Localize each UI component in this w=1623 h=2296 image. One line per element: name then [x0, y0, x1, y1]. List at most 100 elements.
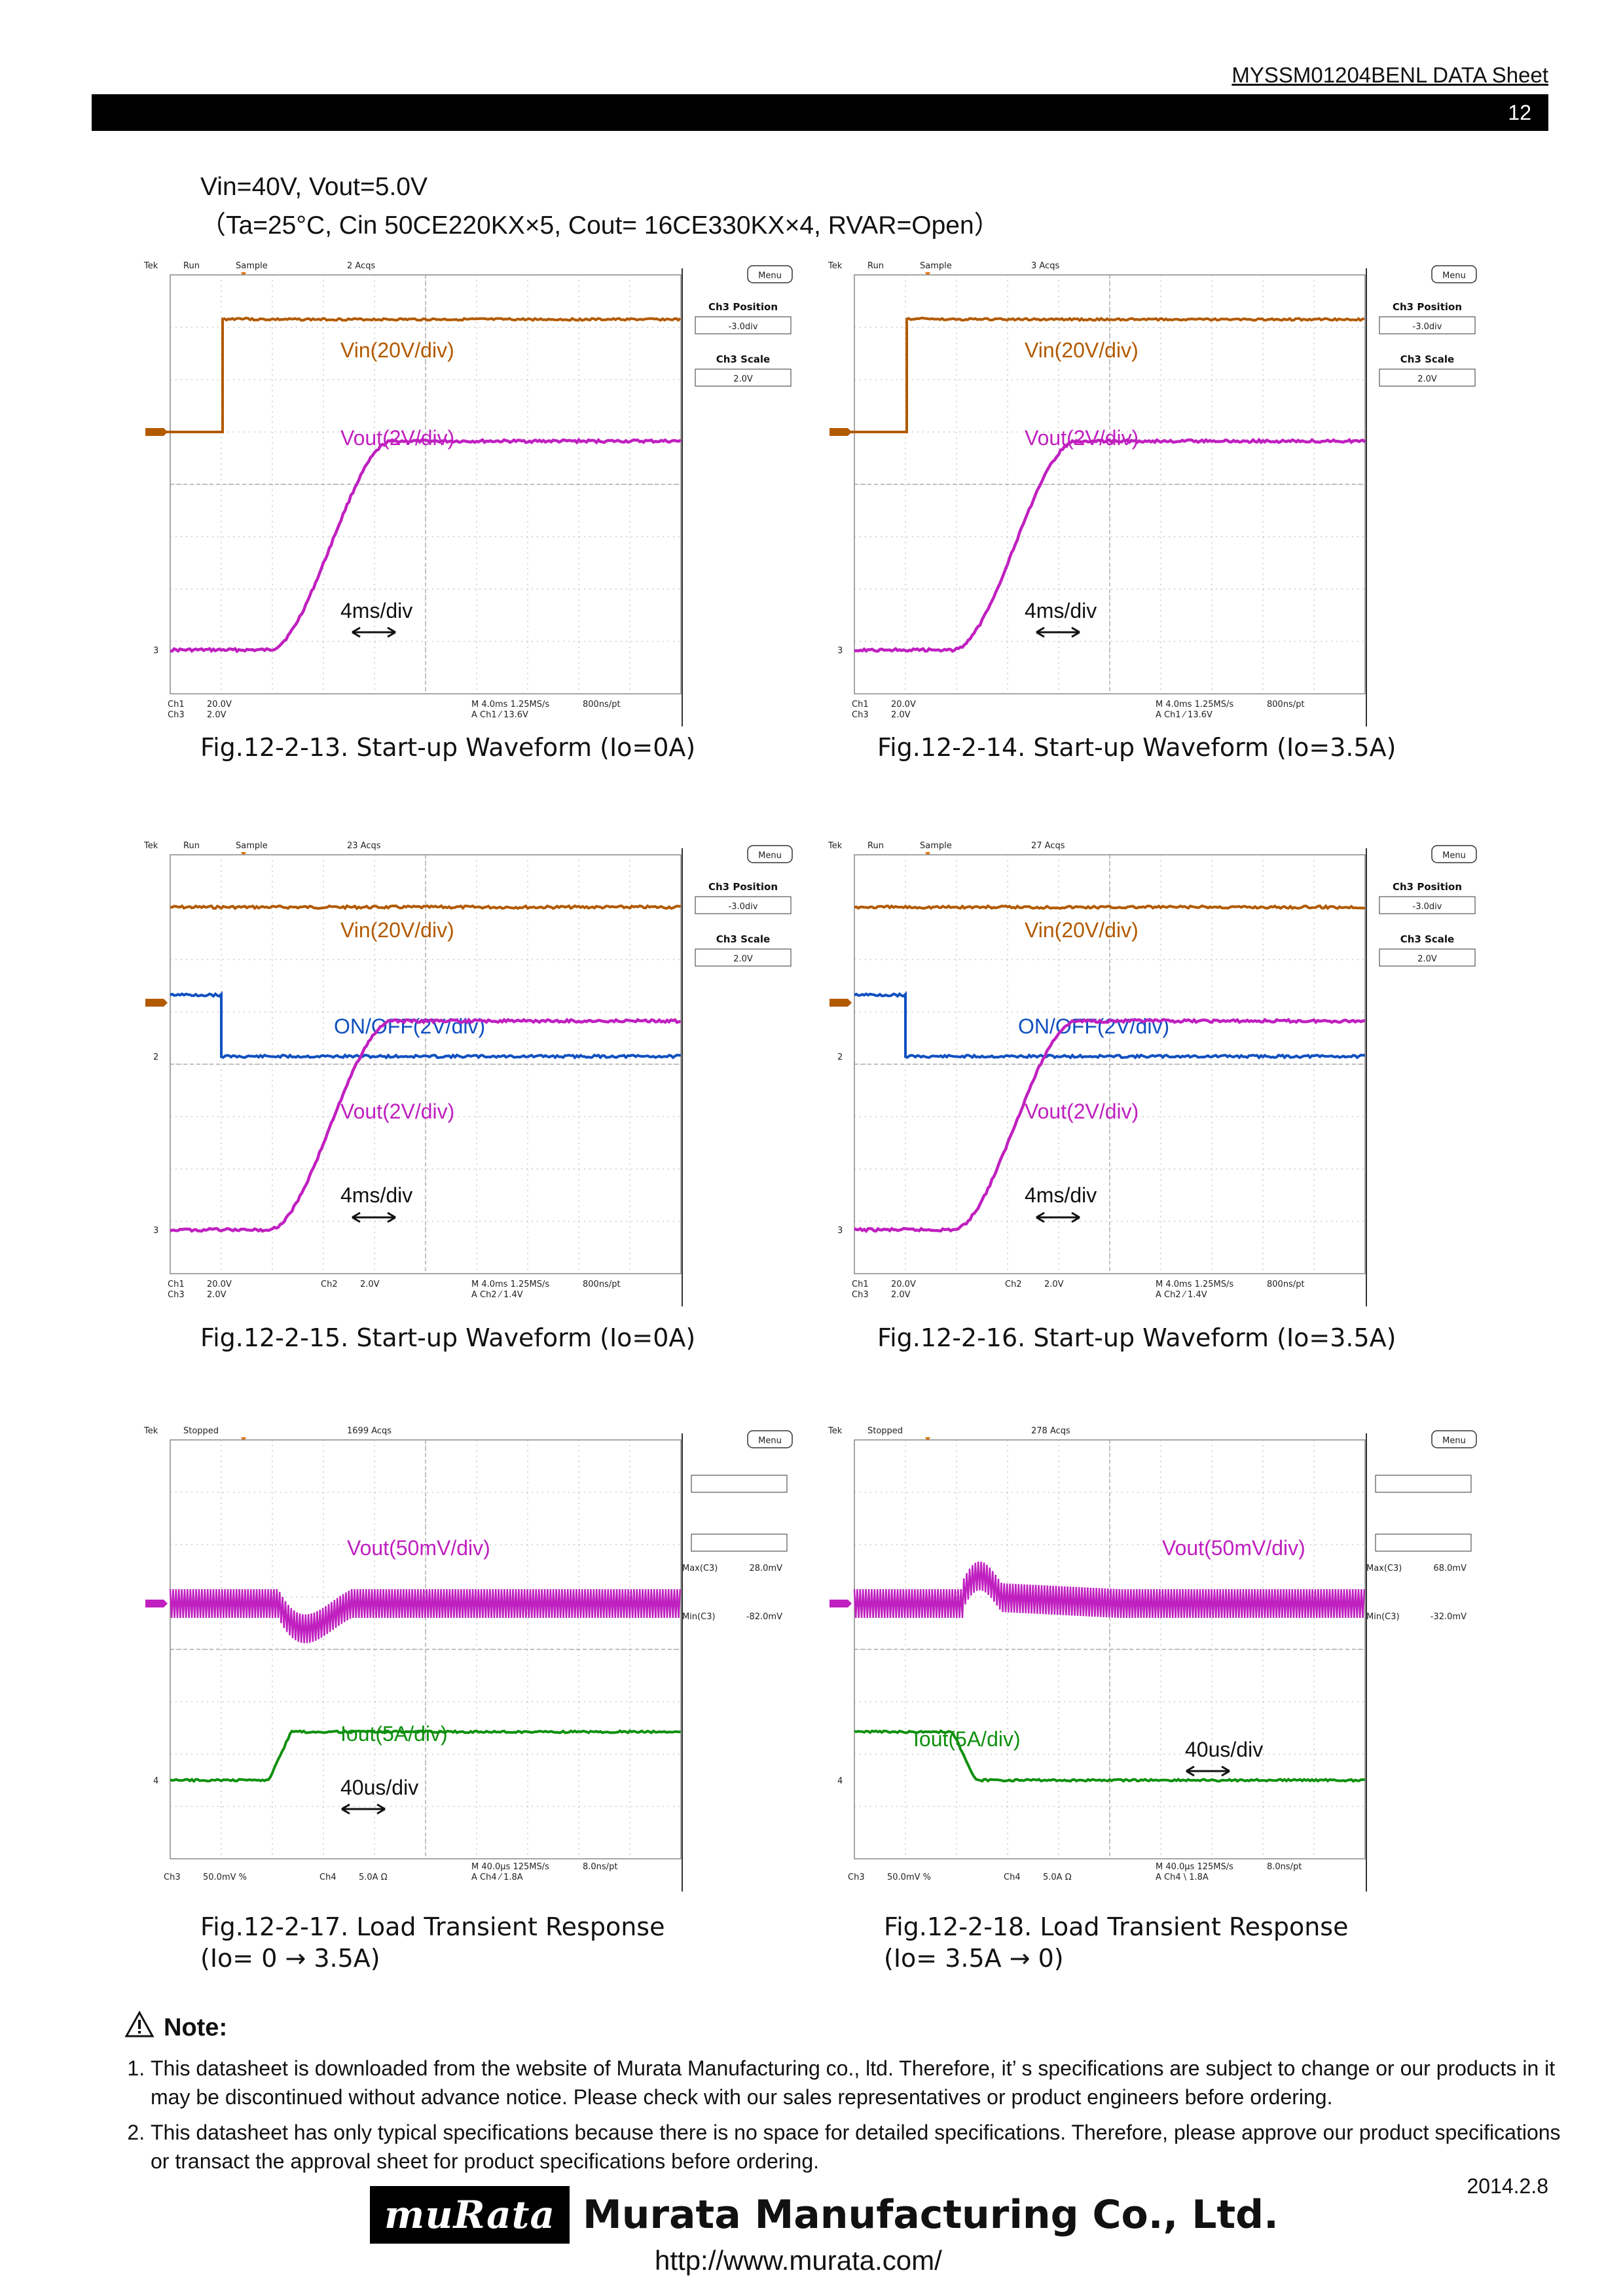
readout-ch4: Ch4 [319, 1873, 337, 1882]
vin-trace [170, 904, 682, 910]
vout-trace [169, 1017, 682, 1233]
ch3-position-label: Ch3 Position [708, 301, 778, 313]
readout-ch1: Ch1 [852, 1280, 869, 1289]
timebase-label: 40us/div [340, 1776, 418, 1799]
readout-rate: 800ns/pt [583, 1280, 621, 1289]
note-title: Note: [164, 2013, 228, 2041]
scope-acq-count: 27 Acqs [1031, 841, 1065, 851]
iout-label: Iout(5A/div) [913, 1727, 1021, 1751]
ch3-position-value: -3.0div [1413, 322, 1442, 332]
scope-acq-count: 2 Acqs [347, 261, 375, 271]
figure-caption: Fig.12-2-18. Load Transient Response [884, 1912, 1349, 1941]
figure-caption: Fig.12-2-14. Start-up Waveform (Io=3.5A) [877, 733, 1396, 762]
readout-ch1: Ch1 [168, 700, 185, 709]
conditions-line-1: Vin=40V, Vout=5.0V [200, 173, 428, 201]
scope-acq-count: 278 Acqs [1031, 1426, 1070, 1436]
ch2-ground-marker: 2 [153, 1052, 158, 1062]
vout-ripple-trace [169, 1588, 682, 1643]
readout-ch3-scale: 2.0V [207, 710, 227, 720]
scope-run-state: Run [183, 841, 200, 851]
readout-ch3: Ch3 [164, 1873, 181, 1882]
ch3-position-value: -3.0div [729, 902, 758, 912]
ch3-scale-value: 2.0V [733, 954, 753, 964]
max-value: 68.0mV [1433, 1564, 1467, 1573]
time-arrow-icon [1036, 1211, 1080, 1223]
readout-ch3-scale: 2.0V [891, 1290, 911, 1300]
menu-button-label: Menu [1442, 1436, 1466, 1446]
scope-acq-mode: Sample [920, 261, 952, 271]
menu-button [747, 845, 793, 863]
conditions-line-2: （Ta=25°C, Cin 50CE220KX×5, Cout= 16CE330… [200, 211, 1000, 240]
readout-ch3: Ch3 [852, 1290, 869, 1300]
ch3-position-box [1379, 316, 1476, 334]
ch3-ground-marker [145, 1600, 168, 1607]
readout-ch3: Ch3 [168, 710, 185, 720]
vout-label: Vout(2V/div) [1025, 1100, 1139, 1123]
min-value: -82.0mV [746, 1612, 782, 1622]
note-heading: Note: [124, 2010, 228, 2045]
max-label: Max(C3) [1366, 1564, 1402, 1573]
vout-label: Vout(2V/div) [340, 1100, 454, 1123]
timebase-label: 4ms/div [1025, 1183, 1097, 1207]
readout-ch3: Ch3 [852, 710, 869, 720]
note-list: This datasheet is downloaded from the we… [118, 2054, 1578, 2182]
readout-ch4-scale: 5.0A Ω [359, 1873, 388, 1882]
menu-button [1431, 1430, 1477, 1448]
ch3-scale-label: Ch3 Scale [1400, 353, 1454, 365]
readout-trigger: A Ch4 ⁄ 1.8A [471, 1873, 523, 1882]
iout-trace [854, 1729, 1366, 1783]
readout-timebase: M 40.0μs 125MS/s [471, 1862, 549, 1872]
vout-trace [170, 437, 682, 654]
ch1-ground-marker [830, 428, 852, 436]
readout-ch1-scale: 20.0V [891, 1280, 916, 1289]
readout-timebase: M 4.0ms 1.25MS/s [471, 1280, 549, 1289]
scope-run-state: Run [183, 261, 200, 271]
readout-ch2: Ch2 [1005, 1280, 1022, 1289]
readout-ch4-scale: 5.0A Ω [1043, 1873, 1072, 1882]
readout-trigger: A Ch2 ⁄ 1.4V [1156, 1290, 1207, 1300]
scope-brand: Tek [143, 841, 158, 851]
menu-button [747, 1430, 793, 1448]
onoff-label: ON/OFF(2V/div) [1018, 1014, 1169, 1038]
readout-ch1-scale: 20.0V [891, 700, 916, 709]
menu-button-label: Menu [1442, 851, 1466, 861]
ch3-position-box [695, 896, 792, 914]
measurement-box [1375, 1475, 1472, 1493]
figure-caption-sub: (Io= 0 → 3.5A) [200, 1944, 380, 1973]
menu-button-label: Menu [758, 851, 782, 861]
ch3-scale-label: Ch3 Scale [1400, 933, 1454, 945]
menu-button [1431, 845, 1477, 863]
readout-ch3-scale: 50.0mV % [887, 1873, 931, 1882]
company-url[interactable]: http://www.murata.com/ [655, 2245, 942, 2276]
readout-ch2-scale: 2.0V [360, 1280, 380, 1289]
readout-trigger: A Ch4 \ 1.8A [1156, 1873, 1209, 1882]
readout-rate: 800ns/pt [1267, 700, 1305, 709]
scope-startup-io0-a: Tek Run Sample 2 Acqs Menu Ch3 Position -3.0di… [143, 259, 818, 730]
murata-logo: muRata Murata Manufacturing Co., Ltd. [370, 2186, 1279, 2244]
vin-trace [854, 904, 1366, 910]
scope-run-state: Stopped [183, 1426, 219, 1436]
iout-label: Iout(5A/div) [340, 1722, 448, 1746]
ch3-position-label: Ch3 Position [1393, 881, 1462, 893]
readout-ch3-scale: 2.0V [891, 710, 911, 720]
readout-ch2: Ch2 [321, 1280, 338, 1289]
onoff-trace [170, 991, 682, 1060]
max-value: 28.0mV [749, 1564, 782, 1573]
ch3-ground-marker [830, 1600, 852, 1607]
document-title: MYSSM01204BENL DATA Sheet [1231, 63, 1548, 87]
scope-brand: Tek [828, 841, 843, 851]
max-label: Max(C3) [682, 1564, 718, 1573]
page-number: 12 [1508, 101, 1531, 124]
scope-brand: Tek [828, 261, 843, 271]
scope-run-state: Run [867, 261, 884, 271]
onoff-trace [854, 991, 1366, 1060]
scope-brand: Tek [828, 1426, 843, 1436]
ch3-scale-box [1379, 368, 1476, 387]
scope-brand: Tek [143, 261, 158, 271]
vout-label: Vout(50mV/div) [1162, 1536, 1305, 1560]
ch3-scale-box [695, 368, 792, 387]
vin-trace [848, 316, 1365, 433]
scope-acq-count: 3 Acqs [1031, 261, 1059, 271]
menu-button-label: Menu [758, 271, 782, 281]
vin-label: Vin(20V/div) [340, 338, 454, 362]
